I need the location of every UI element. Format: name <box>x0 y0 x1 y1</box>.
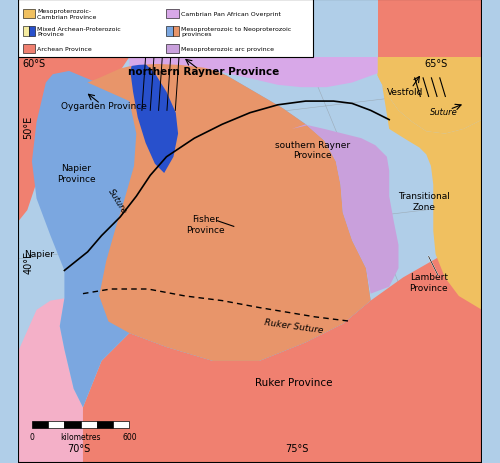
Bar <box>48 421 64 428</box>
Bar <box>113 421 130 428</box>
Polygon shape <box>88 61 371 361</box>
Text: Napier: Napier <box>24 249 54 258</box>
Text: northern Rayner Province: northern Rayner Province <box>128 67 279 77</box>
Polygon shape <box>130 58 178 174</box>
Text: Napier
Province: Napier Province <box>56 164 96 183</box>
Polygon shape <box>378 58 482 134</box>
Bar <box>166 10 178 19</box>
Text: kilometres: kilometres <box>60 432 101 441</box>
Text: Ruker Province: Ruker Province <box>256 377 333 387</box>
Text: Oygarden Province: Oygarden Province <box>61 102 147 111</box>
Polygon shape <box>378 0 482 58</box>
Text: 70°S: 70°S <box>66 443 90 453</box>
Bar <box>173 27 178 37</box>
Polygon shape <box>378 58 482 310</box>
Bar <box>80 421 97 428</box>
Text: 60°S: 60°S <box>22 59 46 69</box>
Polygon shape <box>292 125 399 294</box>
Bar <box>64 421 80 428</box>
Text: Cambrian Pan African Overprint: Cambrian Pan African Overprint <box>182 12 281 17</box>
Text: 40°E: 40°E <box>24 250 34 273</box>
Text: Ruker Suture: Ruker Suture <box>264 318 324 335</box>
Polygon shape <box>18 58 130 222</box>
Bar <box>97 421 113 428</box>
Text: Lambert
Province: Lambert Province <box>410 273 448 292</box>
Text: southern Rayner
Province: southern Rayner Province <box>275 141 350 160</box>
Text: 65°S: 65°S <box>424 59 448 69</box>
Text: Fisher
Province: Fisher Province <box>186 215 225 234</box>
Polygon shape <box>130 58 378 88</box>
Bar <box>22 10 34 19</box>
Bar <box>18 0 312 58</box>
Text: Suture: Suture <box>106 188 129 215</box>
Bar <box>30 27 35 37</box>
Text: 75°S: 75°S <box>284 443 308 453</box>
Bar <box>166 27 173 37</box>
Text: Mesoproterozoic to Neoproterozoic
provinces: Mesoproterozoic to Neoproterozoic provin… <box>182 26 292 37</box>
Text: Suture: Suture <box>430 108 458 117</box>
Text: 600: 600 <box>122 432 136 441</box>
Bar <box>32 421 48 428</box>
Text: Archean Province: Archean Province <box>38 47 92 52</box>
Polygon shape <box>18 299 83 463</box>
Text: Mesoproterozoic arc province: Mesoproterozoic arc province <box>182 47 274 52</box>
Text: Mixed Archean-Proterozoic
Province: Mixed Archean-Proterozoic Province <box>38 26 121 37</box>
Polygon shape <box>74 222 482 463</box>
Text: Vestfold: Vestfold <box>388 88 424 97</box>
Text: Transitional
Zone: Transitional Zone <box>398 192 450 211</box>
Bar <box>22 45 34 54</box>
Text: 50°E: 50°E <box>24 116 34 139</box>
Text: Mesoproterozoic-
Cambrian Province: Mesoproterozoic- Cambrian Province <box>38 9 97 20</box>
Bar <box>166 45 178 54</box>
Text: 0: 0 <box>30 432 35 441</box>
Bar <box>22 27 30 37</box>
Polygon shape <box>32 61 370 407</box>
